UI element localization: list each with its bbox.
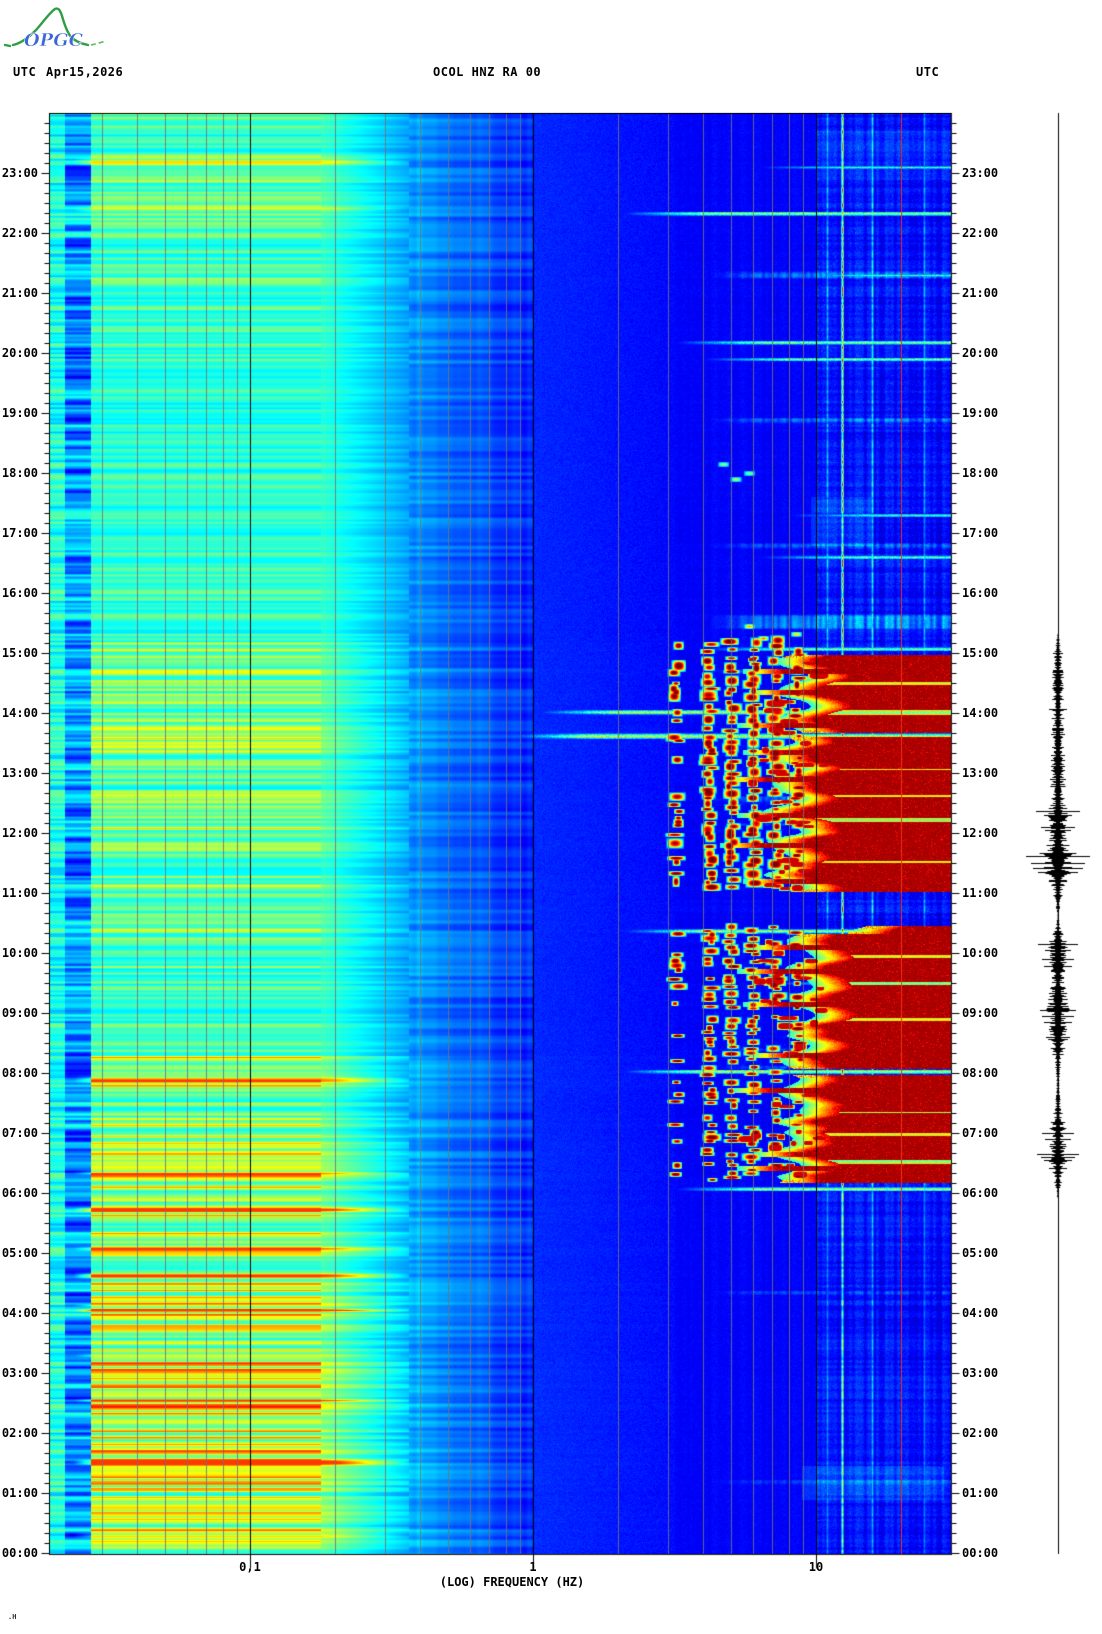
freq-tick-label-0,1: 0,1 [239, 1560, 261, 1574]
time-label-right-05:00: 05:00 [962, 1246, 999, 1260]
time-label-left-14:00: 14:00 [1, 706, 38, 720]
time-label-right-17:00: 17:00 [962, 526, 999, 540]
time-label-left-08:00: 08:00 [1, 1066, 38, 1080]
time-label-left-19:00: 19:00 [1, 406, 38, 420]
time-label-right-07:00: 07:00 [962, 1126, 999, 1140]
time-label-right-03:00: 03:00 [962, 1366, 999, 1380]
time-label-left-20:00: 20:00 [1, 346, 38, 360]
freq-tick-label-10: 10 [808, 1560, 824, 1574]
time-label-right-16:00: 16:00 [962, 586, 999, 600]
time-label-right-11:00: 11:00 [962, 886, 999, 900]
time-label-right-12:00: 12:00 [962, 826, 999, 840]
time-label-right-13:00: 13:00 [962, 766, 999, 780]
time-label-left-23:00: 23:00 [1, 166, 38, 180]
time-label-right-00:00: 00:00 [962, 1546, 999, 1560]
time-label-left-22:00: 22:00 [1, 226, 38, 240]
time-label-right-09:00: 09:00 [962, 1006, 999, 1020]
time-label-left-11:00: 11:00 [1, 886, 38, 900]
time-label-left-07:00: 07:00 [1, 1126, 38, 1140]
freq-tick-label-1: 1 [529, 1560, 537, 1574]
time-label-right-22:00: 22:00 [962, 226, 999, 240]
time-label-right-18:00: 18:00 [962, 466, 999, 480]
time-label-right-14:00: 14:00 [962, 706, 999, 720]
time-label-right-02:00: 02:00 [962, 1426, 999, 1440]
time-label-left-04:00: 04:00 [1, 1306, 38, 1320]
time-label-right-15:00: 15:00 [962, 646, 999, 660]
time-label-right-21:00: 21:00 [962, 286, 999, 300]
time-label-right-20:00: 20:00 [962, 346, 999, 360]
time-label-left-06:00: 06:00 [1, 1186, 38, 1200]
time-label-left-18:00: 18:00 [1, 466, 38, 480]
corner-artifact: .H [8, 1613, 17, 1621]
time-label-left-15:00: 15:00 [1, 646, 38, 660]
time-label-right-04:00: 04:00 [962, 1306, 999, 1320]
time-label-left-10:00: 10:00 [1, 946, 38, 960]
time-label-left-21:00: 21:00 [1, 286, 38, 300]
time-label-left-02:00: 02:00 [1, 1426, 38, 1440]
time-label-right-08:00: 08:00 [962, 1066, 999, 1080]
time-label-right-10:00: 10:00 [962, 946, 999, 960]
freq-axis-title: (LOG) FREQUENCY (HZ) [439, 1575, 585, 1589]
time-label-left-01:00: 01:00 [1, 1486, 38, 1500]
time-label-left-16:00: 16:00 [1, 586, 38, 600]
time-label-right-01:00: 01:00 [962, 1486, 999, 1500]
time-label-left-05:00: 05:00 [1, 1246, 38, 1260]
time-label-right-06:00: 06:00 [962, 1186, 999, 1200]
time-label-left-00:00: 00:00 [1, 1546, 38, 1560]
time-label-right-23:00: 23:00 [962, 166, 999, 180]
time-label-right-19:00: 19:00 [962, 406, 999, 420]
time-label-left-13:00: 13:00 [1, 766, 38, 780]
time-label-left-12:00: 12:00 [1, 826, 38, 840]
time-label-left-03:00: 03:00 [1, 1366, 38, 1380]
time-label-left-17:00: 17:00 [1, 526, 38, 540]
time-label-left-09:00: 09:00 [1, 1006, 38, 1020]
